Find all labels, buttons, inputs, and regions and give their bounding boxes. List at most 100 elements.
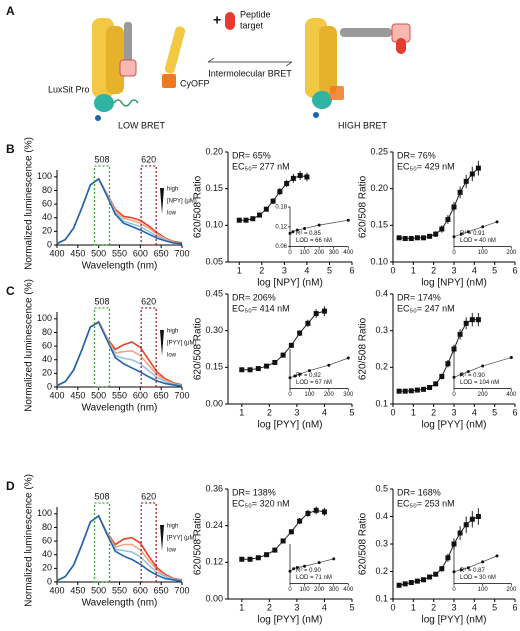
y-tick-label: 0.36: [205, 483, 223, 493]
y-tick-label: 60: [42, 340, 52, 350]
y-tick-label: 0.10: [205, 220, 223, 230]
fit-line: [241, 509, 325, 560]
panel-a-illustration: [92, 12, 411, 121]
x-tick-label: 1: [237, 265, 242, 275]
legend-low: low: [167, 353, 177, 359]
x-tick-label: 650: [154, 585, 169, 595]
inset-point: [459, 568, 463, 572]
y-tick-label: 0.2: [375, 362, 388, 372]
data-point: [457, 189, 463, 195]
y-tick-label: 60: [42, 535, 52, 545]
wavelength-label: 508: [94, 296, 109, 306]
spectrum-line: [56, 514, 183, 583]
peptide-label: Peptide: [240, 9, 271, 19]
y-tick-label: 40: [42, 212, 52, 222]
ec50-label: EC₅₀= 414 nM: [232, 303, 290, 313]
x-tick-label: 400: [49, 585, 64, 595]
panel-label: D: [6, 479, 15, 493]
legend-low: low: [167, 548, 177, 554]
data-point: [402, 236, 408, 242]
y-tick-label: 20: [42, 368, 52, 378]
x-axis-label: Wavelength (nm): [82, 261, 158, 272]
x-tick-label: 2: [431, 407, 436, 417]
y-tick-label: 0.4: [375, 511, 388, 521]
y-tick-label: 0.25: [370, 146, 388, 156]
inset-x-tick-label: 0: [452, 392, 456, 398]
y-axis-label: 620/508 Ratio: [358, 175, 369, 238]
inset-point: [298, 372, 302, 376]
data-point: [463, 320, 469, 326]
wavelength-label: 508: [94, 491, 109, 501]
inset-point: [495, 554, 499, 558]
y-tick-label: 0.12: [205, 557, 223, 567]
data-point: [414, 235, 420, 241]
y-tick-label: 0.3: [375, 325, 388, 335]
y-tick-label: 20: [42, 226, 52, 236]
inset-point: [317, 561, 321, 565]
y-axis-label: 620/508 Ratio: [193, 175, 204, 238]
data-point: [239, 367, 245, 373]
data-point: [414, 387, 420, 393]
legend-label: [PYY] (μM): [167, 341, 196, 347]
inset-point: [327, 363, 331, 367]
y-tick-label: 0.3: [375, 538, 388, 548]
inset-point: [295, 228, 299, 232]
dr-label: DR= 65%: [232, 150, 271, 160]
data-point: [297, 518, 303, 524]
x-tick-label: 5: [492, 407, 497, 417]
wavelength-window: [140, 502, 157, 583]
x-tick-label: 700: [174, 248, 189, 258]
dr-label: DR= 174%: [397, 292, 441, 302]
x-tick-label: 6: [512, 407, 517, 417]
inset-point: [303, 226, 307, 230]
data-point: [439, 226, 445, 232]
substrate: [313, 112, 319, 118]
inset-point: [509, 355, 513, 359]
data-point: [264, 552, 270, 558]
inset-point: [452, 235, 456, 239]
y-tick-label: 0.05: [205, 256, 223, 266]
x-tick-label: 1: [411, 407, 416, 417]
y-tick-label: 80: [42, 522, 52, 532]
wavelength-label: 620: [141, 296, 156, 306]
data-point: [421, 386, 426, 392]
dr-label: DR= 206%: [232, 292, 276, 302]
inset-x-tick-label: 100: [478, 587, 489, 593]
inset-point: [293, 374, 297, 378]
x-tick-label: 4: [472, 265, 477, 275]
luxsit-label: LuxSit Pro: [48, 84, 90, 94]
data-point: [445, 555, 451, 561]
inset-point: [346, 356, 350, 360]
y-tick-label: 0: [47, 239, 52, 249]
data-point: [280, 538, 286, 544]
data-point: [305, 510, 311, 516]
inset-x-tick-label: 0: [288, 250, 292, 256]
x-tick-label: 1: [411, 602, 416, 612]
inset-x-tick-label: 100: [300, 587, 311, 593]
x-tick-label: 700: [174, 585, 189, 595]
x-tick-label: 650: [154, 390, 169, 400]
data-point: [469, 317, 475, 323]
data-point: [457, 331, 463, 337]
x-tick-label: 600: [133, 585, 148, 595]
arrow-heads: [207, 57, 293, 67]
x-tick-label: 4: [322, 407, 327, 417]
r2-label: R² = 0.85: [296, 231, 322, 237]
y-axis-label: 620/508 Ratio: [193, 317, 204, 380]
inset-x-tick-label: 0: [452, 250, 456, 256]
x-axis-label: Wavelength (nm): [82, 403, 158, 414]
data-point: [421, 577, 426, 583]
data-point: [270, 198, 276, 204]
inset-point: [466, 566, 470, 570]
data-point: [427, 385, 433, 390]
inset-x-tick-label: 100: [300, 250, 311, 256]
x-axis-label: log [NPY] (nM): [421, 278, 487, 289]
x-tick-label: 500: [91, 390, 106, 400]
inset-y-tick-label: 0.06: [275, 244, 287, 250]
x-tick-label: 5: [327, 265, 332, 275]
inset-point: [292, 567, 296, 571]
spectrum-line: [56, 321, 183, 388]
y-axis-label: 620/508 Ratio: [193, 512, 204, 575]
inset-point: [459, 372, 463, 376]
y-tick-label: 100: [37, 313, 52, 323]
